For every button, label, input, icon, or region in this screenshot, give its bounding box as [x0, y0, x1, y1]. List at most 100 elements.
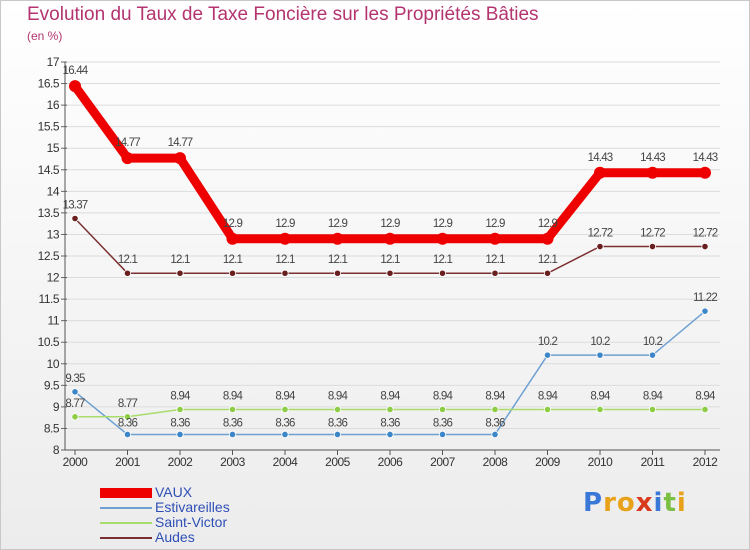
- data-point-estivareilles: [123, 430, 132, 439]
- chart-title: Evolution du Taux de Taxe Foncière sur l…: [27, 4, 539, 25]
- data-label-estivareilles: 8.36: [433, 417, 453, 429]
- data-point-saint-victor: [176, 405, 184, 414]
- data-point-estivareilles: [648, 351, 657, 359]
- logo-letter: r: [603, 488, 617, 518]
- y-tick-label: 17: [47, 55, 60, 69]
- y-tick-label: 12: [47, 271, 60, 285]
- data-point-audes: [491, 269, 499, 277]
- data-point-saint-victor: [491, 405, 499, 414]
- data-point-audes: [228, 269, 237, 277]
- data-label-vaux: 12.9: [538, 218, 558, 230]
- data-label-estivareilles: 8.36: [170, 417, 190, 429]
- data-label-saint-victor: 8.94: [538, 390, 559, 402]
- x-tick-label: 2007: [430, 455, 456, 469]
- logo-letter: i: [676, 488, 687, 518]
- x-tick-label: 2002: [168, 455, 194, 469]
- legend-label-audes: Audes: [155, 529, 195, 545]
- x-tick-label: 2010: [588, 455, 614, 469]
- y-tick-label: 15.5: [38, 120, 60, 134]
- data-point-vaux: [331, 232, 344, 245]
- legend-label-estivareilles: Estivareilles: [155, 499, 230, 515]
- y-tick-label: 16.5: [38, 77, 60, 91]
- data-point-audes: [596, 242, 604, 251]
- data-label-estivareilles: 9.35: [65, 373, 85, 385]
- data-label-saint-victor: 8.94: [433, 390, 454, 402]
- x-tick-label: 2011: [641, 455, 666, 469]
- data-point-audes: [71, 214, 79, 223]
- data-label-vaux: 16.44: [63, 65, 89, 77]
- data-label-estivareilles: 8.36: [118, 417, 138, 429]
- data-label-audes: 12.1: [380, 254, 400, 266]
- data-point-saint-victor: [543, 405, 552, 414]
- x-tick-label: 2009: [535, 455, 561, 469]
- y-tick-label: 11: [48, 314, 60, 328]
- y-tick-label: 13.5: [38, 206, 60, 220]
- data-point-vaux: [541, 232, 554, 245]
- proxiti-logo: Proxiti: [583, 488, 687, 518]
- logo-letter: P: [583, 488, 604, 518]
- data-label-vaux: 12.9: [485, 218, 505, 230]
- x-tick-label: 2008: [483, 455, 509, 469]
- data-label-vaux: 12.9: [328, 218, 348, 230]
- data-point-audes: [281, 269, 289, 277]
- data-label-audes: 13.37: [63, 199, 88, 211]
- y-tick-label: 15: [47, 141, 60, 155]
- data-point-audes: [176, 269, 184, 277]
- y-tick-label: 12.5: [38, 249, 60, 263]
- data-label-audes: 12.72: [588, 228, 613, 240]
- data-label-saint-victor: 8.77: [118, 398, 138, 410]
- data-point-vaux: [699, 166, 711, 179]
- data-point-estivareilles: [176, 430, 184, 439]
- x-tick-label: 2004: [273, 455, 299, 469]
- y-tick-label: 14.5: [38, 163, 60, 177]
- data-point-vaux: [121, 152, 134, 165]
- data-label-vaux: 14.77: [168, 137, 193, 149]
- x-tick-label: 2005: [325, 455, 351, 469]
- data-point-estivareilles: [543, 351, 552, 359]
- data-label-saint-victor: 8.94: [695, 390, 716, 402]
- data-point-estivareilles: [386, 430, 394, 439]
- data-point-saint-victor: [386, 405, 394, 414]
- data-point-estivareilles: [228, 430, 237, 439]
- data-point-estivareilles: [596, 351, 604, 359]
- data-label-saint-victor: 8.94: [380, 390, 401, 402]
- data-label-saint-victor: 8.94: [275, 390, 296, 402]
- data-label-audes: 12.1: [118, 254, 138, 266]
- y-tick-label: 13: [47, 227, 60, 241]
- data-label-saint-victor: 8.94: [485, 390, 506, 402]
- data-point-vaux: [226, 232, 239, 245]
- data-label-audes: 12.1: [433, 254, 453, 266]
- data-label-audes: 12.1: [223, 254, 243, 266]
- data-label-saint-victor: 8.94: [643, 390, 664, 402]
- data-point-saint-victor: [701, 405, 709, 414]
- data-label-audes: 12.1: [328, 254, 348, 266]
- data-label-vaux: 14.43: [640, 152, 665, 164]
- data-label-audes: 12.72: [693, 228, 718, 240]
- y-tick-label: 10: [47, 357, 60, 371]
- data-point-audes: [123, 269, 132, 277]
- y-tick-label: 10.5: [38, 335, 60, 349]
- data-label-estivareilles: 8.36: [275, 417, 295, 429]
- y-tick-label: 9.5: [44, 378, 60, 392]
- data-label-saint-victor: 8.94: [328, 390, 349, 402]
- data-label-saint-victor: 8.94: [223, 390, 244, 402]
- data-point-audes: [386, 269, 394, 277]
- x-tick-label: 2000: [63, 455, 89, 469]
- data-point-saint-victor: [438, 405, 447, 414]
- logo-letter: i: [653, 488, 664, 518]
- x-tick-label: 2001: [115, 455, 141, 469]
- data-point-vaux: [174, 152, 186, 165]
- logo-letter: t: [663, 488, 677, 518]
- data-point-saint-victor: [281, 405, 289, 414]
- data-point-vaux: [69, 80, 81, 93]
- legend-label-vaux: VAUX: [155, 484, 193, 500]
- data-point-saint-victor: [71, 413, 79, 421]
- data-label-vaux: 12.9: [380, 218, 400, 230]
- data-point-estivareilles: [701, 307, 709, 315]
- y-tick-label: 8: [53, 443, 60, 457]
- data-label-saint-victor: 8.77: [65, 398, 85, 410]
- data-point-estivareilles: [71, 388, 79, 396]
- data-point-audes: [333, 269, 342, 277]
- data-label-vaux: 14.43: [693, 152, 718, 164]
